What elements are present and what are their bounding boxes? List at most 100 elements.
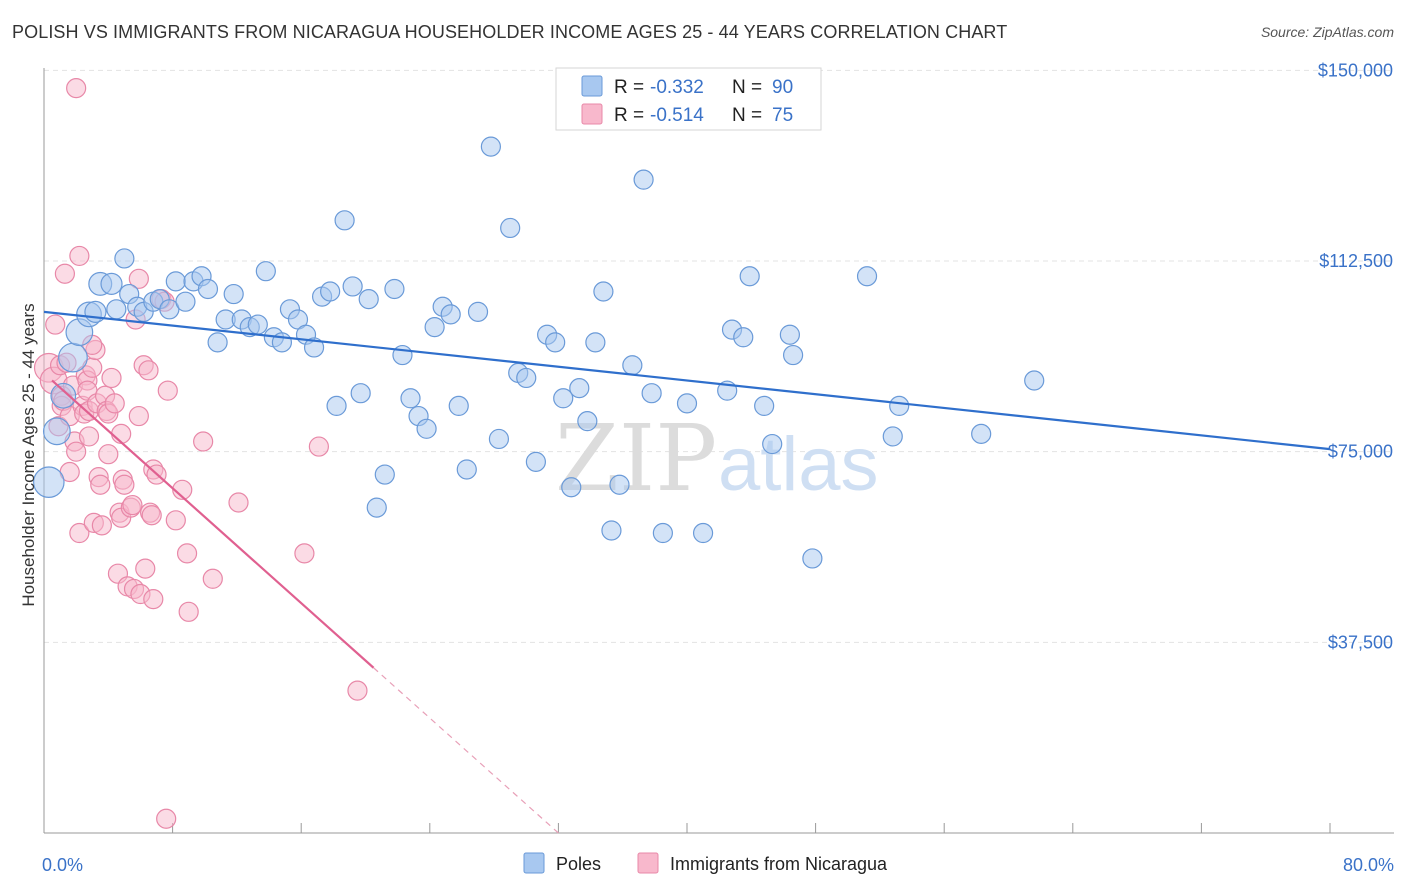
legend-nic-r-value: -0.514 xyxy=(650,105,704,126)
nicaragua-point-53 xyxy=(135,558,156,579)
legend-poles-r-label: R = xyxy=(614,77,644,98)
nicaragua-point-15 xyxy=(69,245,90,267)
nicaragua-point-65 xyxy=(176,543,198,564)
nicaragua-point-73 xyxy=(156,808,177,829)
poles-point-72 xyxy=(633,169,654,190)
poles-point-56 xyxy=(488,428,510,450)
poles-point-54 xyxy=(467,301,489,322)
axes xyxy=(43,68,1394,834)
nicaragua-point-67 xyxy=(193,431,214,452)
poles-point-86 xyxy=(856,266,878,287)
poles-point-67 xyxy=(585,332,606,353)
nicaragua-point-24 xyxy=(78,426,100,447)
poles-point-64 xyxy=(561,477,582,498)
nicaragua-point-17 xyxy=(69,522,90,544)
poles-point-65 xyxy=(569,378,590,399)
nicaragua-point-50 xyxy=(128,405,149,427)
poles-point-59 xyxy=(516,367,537,389)
poles-point-87 xyxy=(882,426,903,447)
nicaragua-point-8 xyxy=(54,263,75,284)
nicaragua-point-41 xyxy=(111,423,132,444)
y-tick-label-1: $75,000 xyxy=(1328,442,1393,462)
legend-box: R = -0.332 N = 90 R = -0.514 N = 75 xyxy=(555,67,822,131)
nicaragua-point-56 xyxy=(141,505,162,526)
nicaragua-point-49 xyxy=(128,268,149,289)
poles-point-22 xyxy=(207,332,228,353)
poles-point-2 xyxy=(50,382,77,409)
poles-point-28 xyxy=(255,261,276,282)
series-immigrants-from-nicaragua xyxy=(33,78,368,829)
legend-swatch-poles xyxy=(581,75,603,97)
chart-title: POLISH VS IMMIGRANTS FROM NICARAGUA HOUS… xyxy=(12,22,1008,42)
poles-point-82 xyxy=(762,433,783,455)
poles-point-69 xyxy=(601,520,622,541)
poles-point-24 xyxy=(223,283,244,305)
poles-point-88 xyxy=(889,395,910,417)
nicaragua-point-72 xyxy=(347,680,368,701)
y-tick-label-3: $150,000 xyxy=(1318,60,1393,80)
legend-swatch-nicaragua xyxy=(581,103,603,125)
poles-point-51 xyxy=(440,304,461,325)
poles-point-74 xyxy=(652,522,673,544)
x-tick-label-min: 0.0% xyxy=(42,855,83,875)
x-tick-label-max: 80.0% xyxy=(1343,855,1394,875)
bottom-legend-poles: Poles xyxy=(556,854,601,874)
poles-point-83 xyxy=(779,324,800,345)
legend-poles-n-value: 90 xyxy=(772,77,793,98)
nicaragua-point-63 xyxy=(165,510,186,531)
bottom-legend-nicaragua: Immigrants from Nicaragua xyxy=(670,854,888,874)
poles-point-43 xyxy=(374,464,395,485)
poles-point-76 xyxy=(692,522,714,544)
poles-point-38 xyxy=(334,210,355,231)
poles-point-57 xyxy=(500,217,521,239)
poles-point-85 xyxy=(802,548,823,569)
poles-point-70 xyxy=(609,474,630,495)
nicaragua-point-69 xyxy=(228,492,249,513)
watermark: ZIP atlas xyxy=(555,405,879,512)
poles-point-18 xyxy=(175,291,196,312)
poles-point-55 xyxy=(480,136,501,157)
poles-point-79 xyxy=(733,327,754,348)
grid-lines xyxy=(44,69,1394,643)
poles-point-49 xyxy=(424,317,445,338)
y-tick-labels: $37,500 $75,000 $112,500 $150,000 xyxy=(1318,60,1393,652)
y-tick-label-0: $37,500 xyxy=(1328,632,1393,652)
nicaragua-point-43 xyxy=(114,474,135,495)
nicaragua-point-2 xyxy=(45,314,66,335)
nicaragua-point-66 xyxy=(178,601,199,622)
nicaragua-point-30 xyxy=(90,474,111,495)
nicaragua-point-71 xyxy=(308,436,329,457)
y-tick-label-2: $112,500 xyxy=(1319,251,1393,271)
nicaragua-point-37 xyxy=(104,393,125,414)
poles-point-0 xyxy=(33,466,65,498)
poles-point-75 xyxy=(676,393,698,414)
poles-point-63 xyxy=(553,388,574,409)
nicaragua-point-16 xyxy=(66,78,87,99)
nicaragua-point-14 xyxy=(66,441,87,462)
poles-point-90 xyxy=(1024,370,1045,391)
poles-point-9 xyxy=(106,299,127,320)
bottom-legend: Poles Immigrants from Nicaragua xyxy=(523,852,888,874)
poles-point-80 xyxy=(739,266,760,287)
poles-point-44 xyxy=(384,278,405,300)
nicaragua-point-70 xyxy=(294,543,315,564)
nicaragua-point-68 xyxy=(202,568,223,589)
poles-point-8 xyxy=(100,272,123,295)
y-axis-label: Householder Income Ages 25 - 44 years xyxy=(19,303,38,606)
nicaragua-point-46 xyxy=(122,494,143,516)
watermark-atlas: atlas xyxy=(718,422,879,507)
poles-point-41 xyxy=(358,289,379,310)
poles-point-10 xyxy=(114,248,135,269)
nicaragua-point-36 xyxy=(101,367,122,389)
poles-trend-line xyxy=(43,310,1331,451)
poles-point-68 xyxy=(593,281,614,302)
poles-point-52 xyxy=(448,395,469,417)
poles-point-37 xyxy=(326,395,347,417)
poles-point-89 xyxy=(971,423,992,444)
legend-nic-r-label: R = xyxy=(614,105,644,126)
poles-point-73 xyxy=(641,383,662,404)
legend-poles-n-label: N = xyxy=(732,77,762,98)
legend-nic-n-label: N = xyxy=(732,105,762,126)
bottom-legend-swatch-poles xyxy=(523,852,545,874)
